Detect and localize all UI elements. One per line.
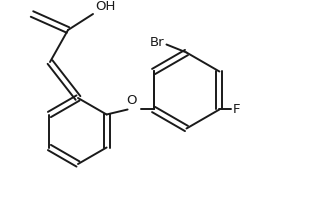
Text: F: F (232, 103, 240, 116)
Text: O: O (126, 95, 137, 107)
Text: Br: Br (150, 36, 165, 49)
Text: OH: OH (95, 0, 115, 13)
